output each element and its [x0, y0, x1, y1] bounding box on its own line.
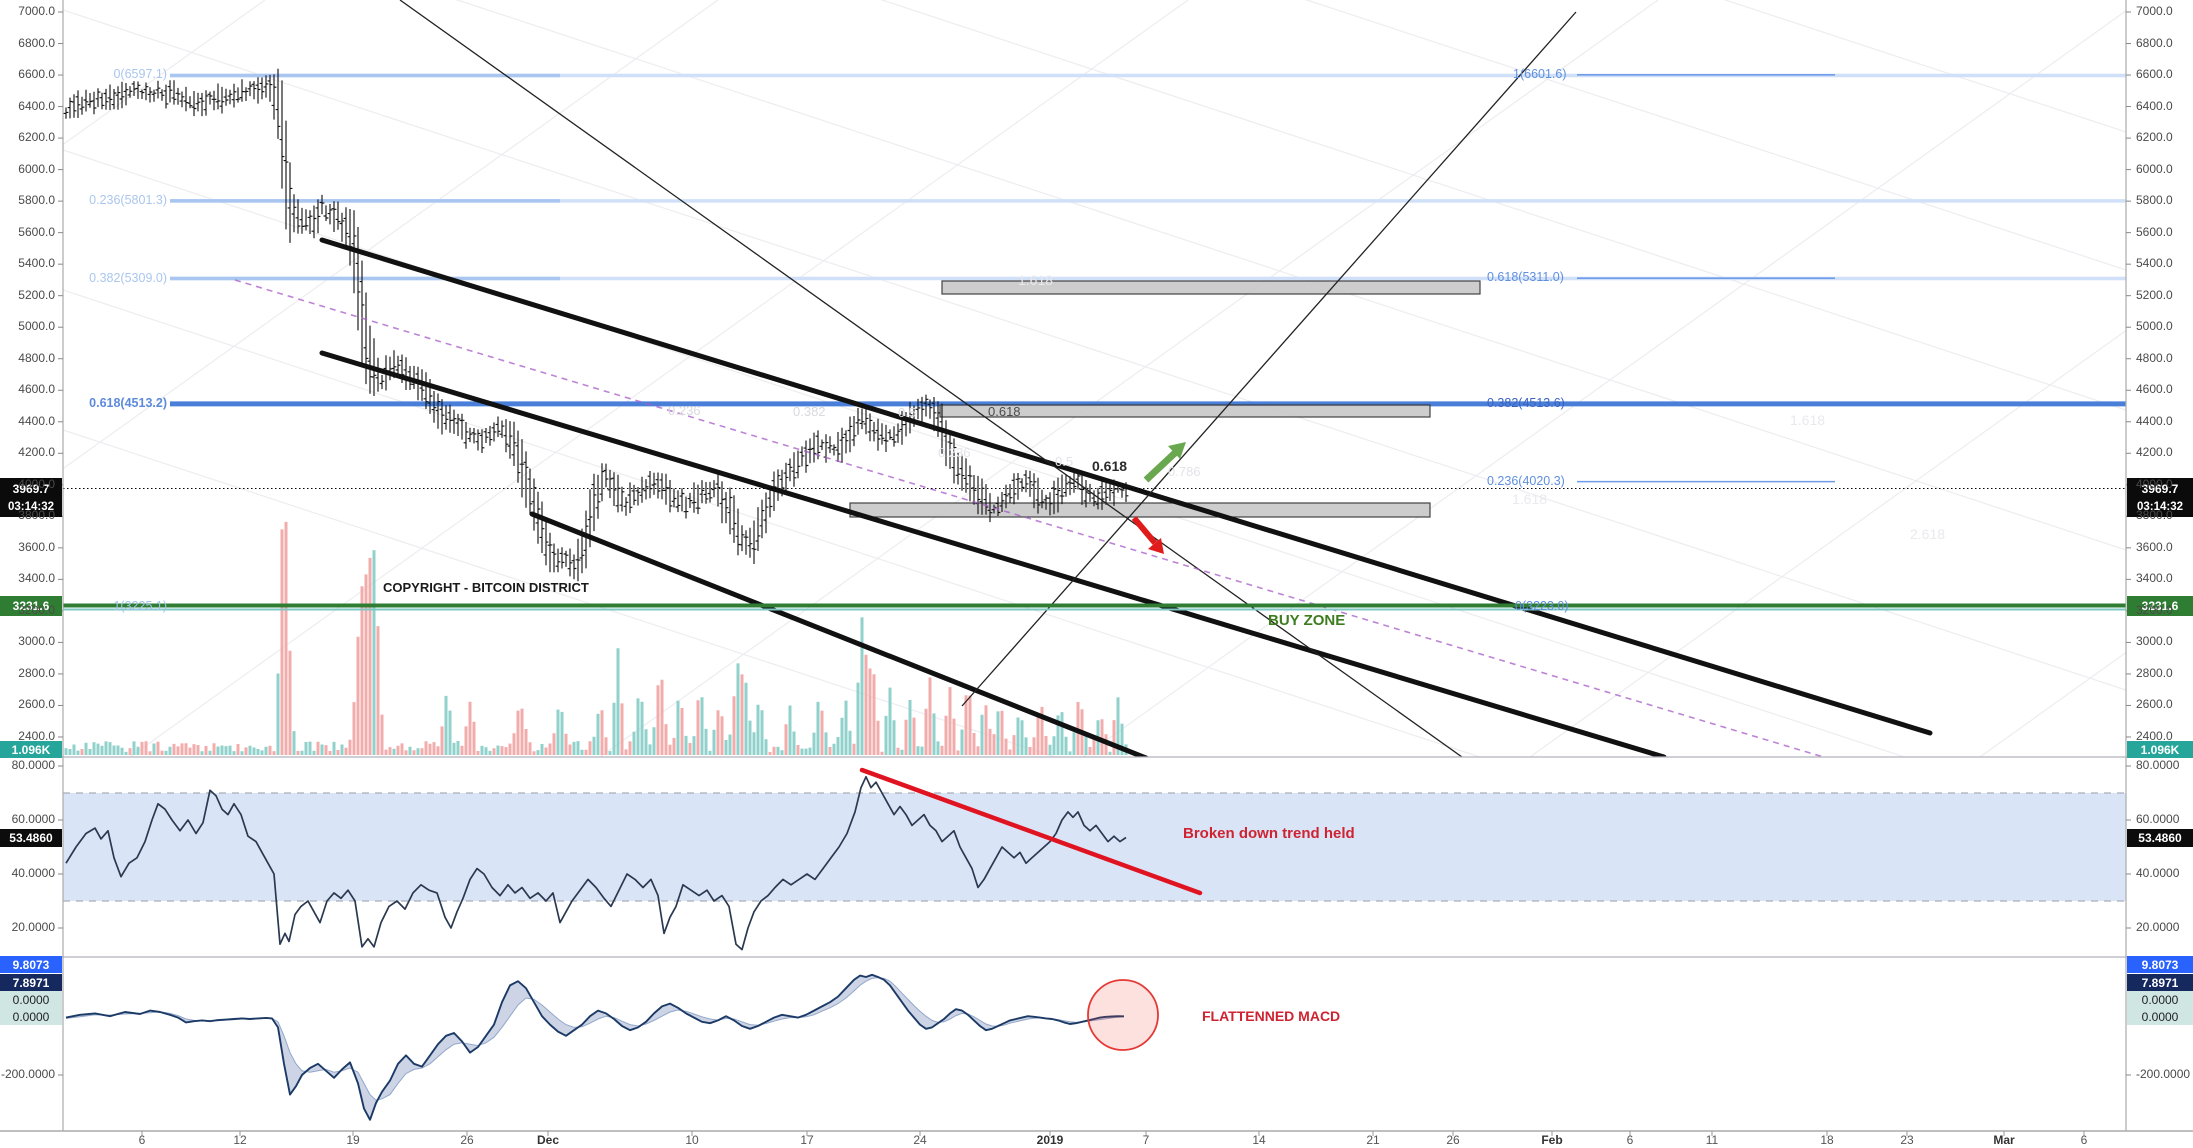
rsi-line [65, 775, 1127, 951]
main-pane[interactable] [0, 0, 2193, 1110]
macd-highlight-circle [1087, 979, 1159, 1051]
bullish-arrow [1143, 449, 1179, 483]
rsi-broken-trendline [859, 767, 1203, 896]
macd-line [65, 973, 1125, 1121]
bearish-arrow [1131, 516, 1158, 545]
